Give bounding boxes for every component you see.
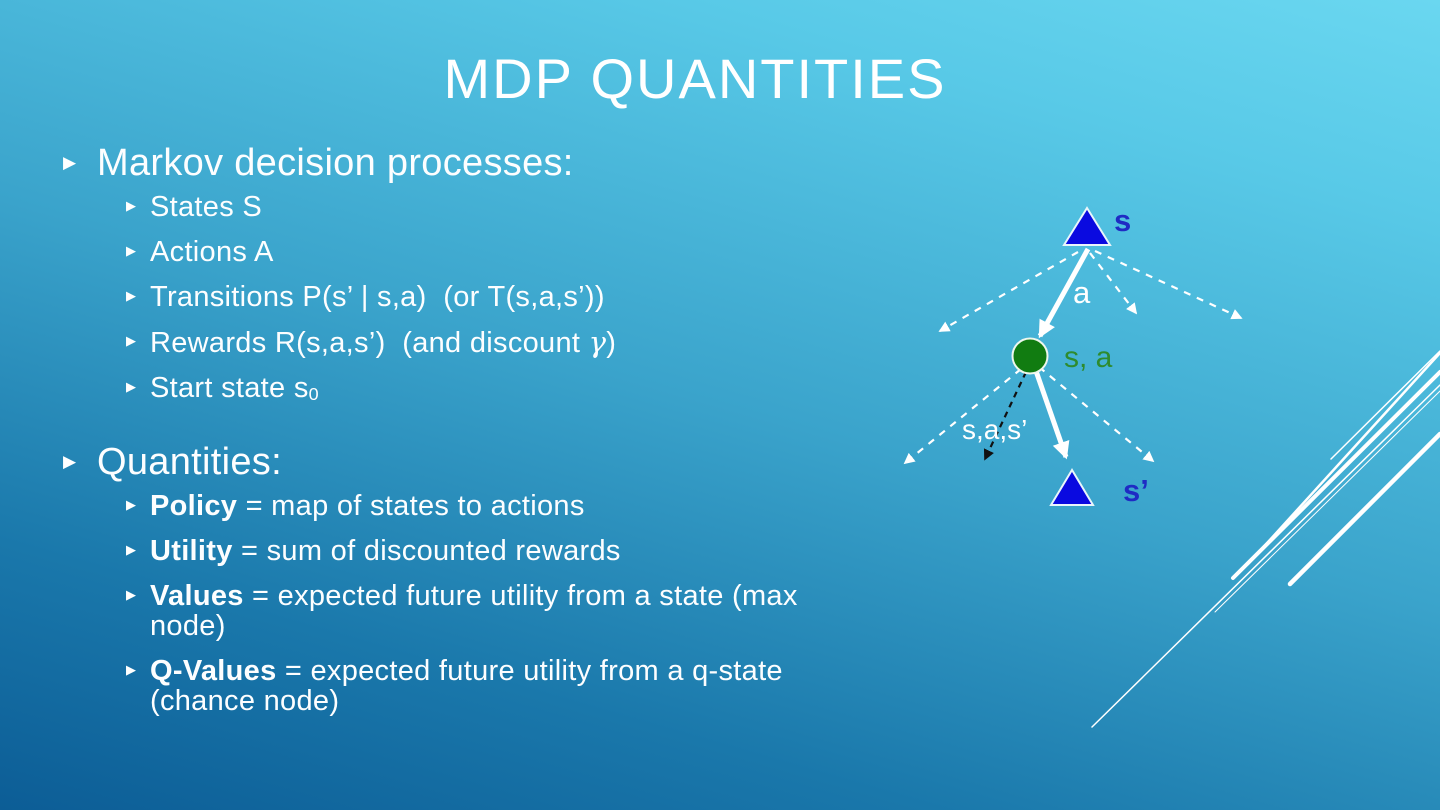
decorative-diagonal-lines [1091, 350, 1440, 728]
section2-heading: Quantities: [97, 441, 282, 484]
action-edges-dashed [938, 250, 1243, 332]
bullet-triangle-icon: ▶ [126, 543, 136, 559]
q-state-label: s, a [1064, 341, 1113, 374]
bullet-triangle-icon: ▶ [126, 289, 136, 304]
q-state-node-circle [1011, 337, 1049, 375]
start-state-subscript: 0 [308, 384, 319, 405]
state-node-triangle [1062, 206, 1112, 246]
bullet-item-mdp-heading: ▶ Markov decision processes: [63, 140, 811, 186]
bullet-item-states: ▶ States S [126, 192, 811, 222]
outcome-arrow [1033, 370, 1070, 460]
policy-keyword: Policy [150, 490, 238, 523]
bullet-item-utility: ▶ Utility = sum of discounted rewards [126, 536, 811, 566]
item-transitions-text: Transitions P(s’ | s,a) (or T(s,a,s’)) [150, 281, 605, 313]
slide-title: MDP QUANTITIES [443, 47, 947, 110]
bullet-triangle-icon: ▶ [126, 244, 136, 259]
section1-heading: Markov decision processes: [97, 142, 574, 184]
bullet-triangle-icon: ▶ [63, 153, 77, 173]
bullet-triangle-icon: ▶ [126, 498, 136, 514]
mdp-search-tree-diagram: s a s, a s,a,s’ s’ [903, 203, 1243, 508]
item-rewards-post: ) [606, 327, 617, 359]
item-utility-text: Utility = sum of discounted rewards [150, 536, 621, 566]
transition-arrow-black [983, 371, 1027, 461]
bullet-triangle-icon: ▶ [126, 588, 136, 604]
bullet-item-policy: ▶ Policy = map of states to actions [126, 491, 811, 521]
slide-body: ▶ Markov decision processes: ▶ States S … [63, 140, 811, 731]
bullet-triangle-icon: ▶ [63, 452, 77, 473]
bullet-triangle-icon: ▶ [126, 380, 136, 395]
utility-rest: = sum of discounted rewards [232, 535, 621, 568]
item-actions-text: Actions A [150, 236, 274, 268]
bullet-item-values: ▶ Values = expected future utility from … [126, 581, 811, 641]
bullet-triangle-icon: ▶ [126, 199, 136, 214]
gamma-symbol: γ [588, 325, 607, 359]
bullet-item-transitions: ▶ Transitions P(s’ | s,a) (or T(s,a,s’)) [126, 282, 811, 312]
bullet-item-start-state: ▶ Start state s0 [126, 373, 811, 409]
item-start-pre: Start state s [150, 372, 309, 404]
item-q-values-text: Q-Values = expected future utility from … [150, 656, 811, 716]
state-label: s [1114, 203, 1131, 238]
outcome-edges-dashed [903, 366, 1155, 465]
bullet-item-q-values: ▶ Q-Values = expected future utility fro… [126, 656, 811, 716]
next-state-label: s’ [1123, 473, 1149, 508]
item-rewards-text: Rewards R(s,a,s’) (and discount γ) [150, 327, 616, 358]
action-label: a [1073, 275, 1091, 310]
values-rest: = expected future utility from a state (… [150, 580, 798, 643]
policy-rest: = map of states to actions [237, 490, 585, 523]
bullet-item-quantities-heading: ▶ Quantities: [63, 439, 811, 485]
q-values-keyword: Q-Values [150, 655, 277, 688]
item-values-text: Values = expected future utility from a … [150, 581, 811, 641]
item-policy-text: Policy = map of states to actions [150, 491, 585, 521]
next-state-node-triangle [1049, 468, 1095, 506]
bullet-item-rewards: ▶ Rewards R(s,a,s’) (and discount γ) [126, 327, 811, 358]
bullet-item-actions: ▶ Actions A [126, 237, 811, 267]
item-start-state-text: Start state s0 [150, 373, 319, 409]
q-values-rest: = expected future utility from a q-state… [150, 655, 783, 718]
item-states-text: States S [150, 191, 263, 223]
bullet-triangle-icon: ▶ [126, 663, 136, 679]
item-rewards-pre: Rewards R(s,a,s’) (and discount [150, 327, 589, 359]
bullet-triangle-icon: ▶ [126, 334, 136, 349]
values-keyword: Values [150, 580, 244, 613]
chosen-action-arrow [1037, 247, 1091, 339]
utility-keyword: Utility [150, 535, 233, 568]
transition-label: s,a,s’ [962, 414, 1027, 445]
